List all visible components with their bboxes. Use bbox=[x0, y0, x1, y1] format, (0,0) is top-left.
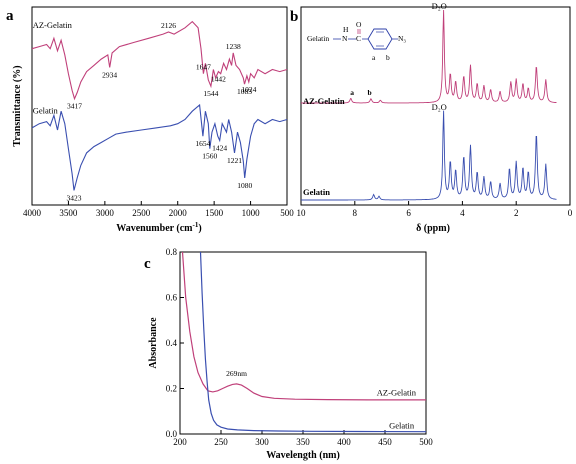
panel-a-frame bbox=[31, 6, 288, 206]
panel-b-xtick-label: 8 bbox=[353, 208, 358, 218]
panel-b-xticks: 10 8 6 4 2 0 bbox=[297, 201, 573, 218]
panel-b-xtick-label: 10 bbox=[297, 208, 307, 218]
panel-a-xlabel-close: ) bbox=[198, 223, 201, 234]
ftir-peak-label: 1083 bbox=[237, 87, 252, 96]
panel-b-xlabel: δ (ppm) bbox=[416, 223, 450, 234]
ftir-peak-label: 2126 bbox=[161, 21, 176, 30]
ftir-peak-label: 1080 bbox=[237, 181, 252, 190]
ftir-peak-label: 1221 bbox=[227, 156, 242, 165]
panel-c-xtick-label: 300 bbox=[255, 437, 269, 447]
panel-b-frame bbox=[300, 6, 571, 206]
panel-c-ytick-label: 0.6 bbox=[166, 293, 178, 303]
nmr-series-label: AZ-Gelatin bbox=[303, 96, 345, 106]
molecule-azide-group: N₃ bbox=[398, 34, 406, 43]
ftir-peak-label: 1442 bbox=[211, 75, 226, 84]
nmr-spectrum-az-gelatin bbox=[301, 9, 557, 104]
uv-line-az-gelatin bbox=[181, 251, 426, 401]
panel-a-plot: AZ-Gelatin 3417 2934 2126 1647 1544 1442 1238 10… bbox=[31, 20, 288, 202]
ftir-peak-label: 3423 bbox=[67, 193, 82, 202]
panel-a-xtick-label: 3500 bbox=[59, 208, 78, 218]
ftir-peak-label: 1560 bbox=[202, 152, 217, 161]
panel-a-xlabel-text: Wavenumber (cm bbox=[116, 223, 193, 234]
nmr-solvent-label: D₂O bbox=[432, 102, 447, 112]
ftir-peak-label: 1238 bbox=[226, 42, 241, 51]
az-molecule-structure: Gelatin N H C O N₃ a b bbox=[307, 20, 406, 62]
panel-a-xtick-label: 4000 bbox=[23, 208, 42, 218]
panel-a-xlabel: Wavenumber (cm-1) bbox=[116, 221, 201, 234]
panel-b-xtick-label: 4 bbox=[460, 208, 465, 218]
ftir-line-gelatin bbox=[31, 103, 288, 191]
uv-series-label: AZ-Gelatin bbox=[377, 387, 417, 397]
panel-c-xtick-label: 500 bbox=[419, 437, 433, 447]
ftir-peak-label: 1647 bbox=[196, 63, 211, 72]
panel-c-ytick-label: 0.4 bbox=[166, 338, 178, 348]
molecule-atom-c: C bbox=[356, 34, 361, 43]
panel-label-b: b bbox=[290, 9, 298, 25]
panel-c-ytick-label: 0.8 bbox=[166, 247, 178, 257]
panel-a-xtick-label: 2500 bbox=[132, 208, 151, 218]
nmr-spectrum-gelatin bbox=[301, 110, 557, 201]
ftir-peak-label: 3417 bbox=[67, 102, 82, 111]
nmr-series-label: Gelatin bbox=[303, 187, 330, 197]
panel-label-a: a bbox=[6, 8, 14, 24]
ftir-peak-label: 2934 bbox=[102, 70, 117, 79]
molecule-atom-h: H bbox=[343, 25, 349, 34]
ftir-series-label: AZ-Gelatin bbox=[33, 20, 73, 30]
uv-line-gelatin bbox=[199, 251, 427, 433]
molecule-label-b: b bbox=[386, 53, 390, 62]
panel-c-xtick-label: 200 bbox=[173, 437, 187, 447]
panel-c-frame bbox=[179, 251, 427, 435]
uv-series-label: Gelatin bbox=[389, 420, 415, 430]
panel-b-plot: AZ-Gelatin D₂O a b Gelatin D₂O bbox=[301, 1, 557, 201]
panel-c-xtick-label: 400 bbox=[337, 437, 351, 447]
panel-b-xtick-label: 0 bbox=[568, 208, 573, 218]
nmr-peak-label: a bbox=[350, 88, 354, 97]
ftir-series-label: Gelatin bbox=[33, 105, 59, 115]
panel-c-xtick-label: 350 bbox=[296, 437, 310, 447]
panel-a-xticks: 4000 3500 3000 2500 2000 1500 1000 500 bbox=[23, 201, 294, 218]
panel-c-ytick-label: 0.0 bbox=[166, 429, 178, 439]
ftir-peak-label: 1654 bbox=[195, 139, 210, 148]
ftir-peak-label: 1024 bbox=[241, 85, 256, 94]
panel-a-xtick-label: 500 bbox=[280, 208, 294, 218]
panel-label-c: c bbox=[144, 256, 151, 272]
panel-c-ylabel: Absorbance bbox=[148, 317, 159, 369]
nmr-peak-label: b bbox=[368, 88, 372, 97]
panel-c-ticks: 200 250 300 350 400 450 500 0.0 0.2 0.4 0.6 0.8 bbox=[166, 247, 434, 447]
molecule-atom-o: O bbox=[356, 20, 362, 29]
panel-b-xtick-label: 6 bbox=[406, 208, 411, 218]
panel-a-xtick-label: 1500 bbox=[205, 208, 224, 218]
panel-b-xtick-label: 2 bbox=[514, 208, 519, 218]
panel-a-ylabel: Transmittance (%) bbox=[12, 65, 23, 146]
panel-c-xtick-label: 250 bbox=[214, 437, 228, 447]
panel-c-xlabel: Wavelength (nm) bbox=[266, 450, 340, 461]
panel-a-xlabel-sup: -1 bbox=[193, 221, 199, 229]
ftir-peak-label: 1424 bbox=[212, 143, 227, 152]
panel-a-xtick-label: 2000 bbox=[169, 208, 188, 218]
panel-c-ytick-label: 0.2 bbox=[166, 384, 177, 394]
panel-a-xtick-label: 1000 bbox=[242, 208, 261, 218]
molecule-label-a: a bbox=[372, 53, 376, 62]
molecule-gelatin-label: Gelatin bbox=[307, 34, 329, 43]
panel-a-xtick-label: 3000 bbox=[96, 208, 115, 218]
nmr-solvent-label: D₂O bbox=[432, 1, 447, 11]
ftir-peak-label: 1544 bbox=[203, 89, 218, 98]
uv-peak-label: 269nm bbox=[226, 369, 247, 378]
ftir-line-az-gelatin bbox=[31, 20, 288, 101]
panel-c-plot: AZ-Gelatin 269nm Gelatin bbox=[181, 251, 427, 433]
panel-c-xtick-label: 450 bbox=[378, 437, 392, 447]
molecule-atom-n: N bbox=[342, 34, 348, 43]
